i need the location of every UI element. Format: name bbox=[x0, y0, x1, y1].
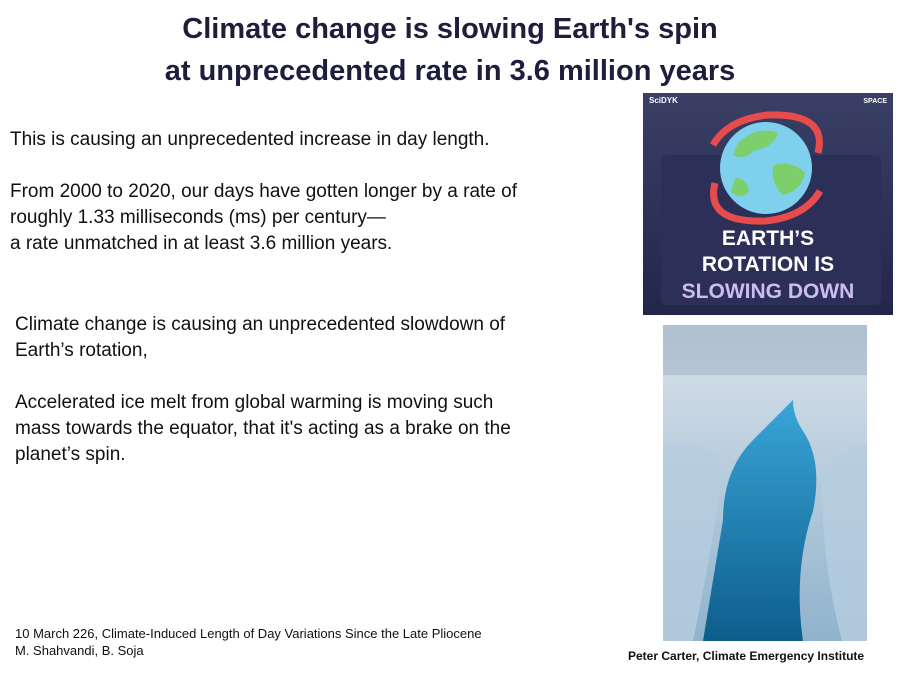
paragraph: This is causing an unprecedented increas… bbox=[10, 127, 517, 153]
paragraph: Accelerated ice melt from global warming… bbox=[15, 390, 511, 468]
headline: SLOWING DOWN bbox=[682, 280, 855, 303]
citation-line: 10 March 226, Climate-Induced Length of … bbox=[15, 626, 482, 641]
headline: ROTATION IS bbox=[702, 253, 834, 276]
text-block: This is causing an unprecedented increas… bbox=[10, 127, 517, 283]
text-line: planet’s spin. bbox=[15, 444, 126, 465]
text-line: From 2000 to 2020, our days have gotten … bbox=[10, 181, 517, 202]
credit: Peter Carter, Climate Emergency Institut… bbox=[628, 649, 865, 663]
title: Climate change is slowing Earth's spin a… bbox=[0, 8, 900, 92]
image-ice-melt bbox=[663, 325, 867, 641]
text-line: Climate change is causing an unprecedent… bbox=[15, 314, 506, 335]
text-line: This is causing an unprecedented increas… bbox=[10, 129, 490, 150]
tag: SPACE bbox=[863, 98, 887, 105]
text-line: Earth’s rotation, bbox=[15, 340, 148, 361]
paragraph: Climate change is causing an unprecedent… bbox=[15, 312, 511, 364]
ice-walls bbox=[663, 442, 867, 641]
brand: SciDYK bbox=[649, 96, 678, 105]
text-block: Climate change is causing an unprecedent… bbox=[15, 312, 511, 494]
headline: EARTH’S bbox=[722, 227, 814, 250]
text-line: a rate unmatched in at least 3.6 million… bbox=[10, 233, 393, 254]
meltwater bbox=[703, 400, 817, 641]
continents bbox=[731, 130, 805, 196]
citation: 10 March 226, Climate-Induced Length of … bbox=[15, 625, 482, 659]
citation-line: M. Shahvandi, B. Soja bbox=[15, 643, 144, 658]
arrow bbox=[709, 111, 823, 154]
title-line: at unprecedented rate in 3.6 million yea… bbox=[164, 55, 736, 87]
text-line: mass towards the equator, that it's acti… bbox=[15, 418, 511, 439]
paragraph: From 2000 to 2020, our days have gotten … bbox=[10, 179, 517, 257]
image-earth-rotation: SciDYK SPACE EARTH’S ROTATION IS SLOWING… bbox=[643, 93, 893, 315]
text-line: roughly 1.33 milliseconds (ms) per centu… bbox=[10, 207, 386, 228]
text-line: Accelerated ice melt from global warming… bbox=[15, 392, 494, 413]
title-line: Climate change is slowing Earth's spin bbox=[182, 13, 718, 45]
arrow bbox=[710, 182, 824, 225]
